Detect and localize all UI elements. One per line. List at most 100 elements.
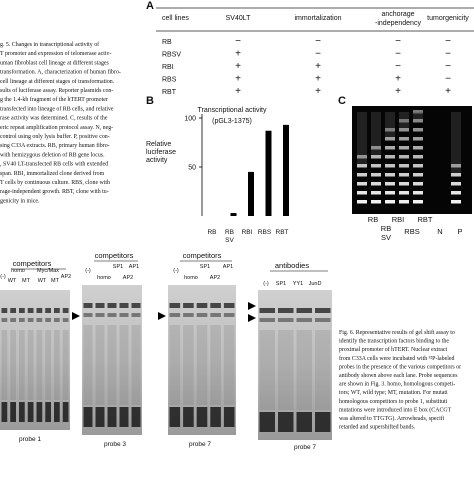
- x-tick-label: RBT: [276, 229, 289, 236]
- lane-label: N: [437, 227, 442, 236]
- gel-smear: [45, 330, 51, 400]
- lane-label: homo: [97, 275, 111, 281]
- gel-band: [54, 308, 60, 313]
- lane-label: SP1: [276, 281, 286, 287]
- gel-band: [371, 173, 381, 177]
- lane-label: MT: [51, 278, 60, 284]
- lane-label: YY1: [293, 281, 303, 287]
- caption-line: span. RBI, immortalized clone derived fr…: [0, 170, 105, 177]
- gel-band: [278, 412, 294, 432]
- gel-band: [62, 402, 69, 422]
- gel-band: [210, 303, 221, 308]
- caption-line: with hemizygous deletion of RB gene locu…: [0, 151, 105, 158]
- gel-smear: [259, 330, 275, 410]
- gel-band: [10, 402, 16, 422]
- gel-band: [210, 407, 221, 427]
- gel-band: [413, 119, 423, 123]
- gel-band: [315, 318, 331, 322]
- gel-smear: [36, 330, 43, 400]
- gel-smear: [278, 330, 294, 410]
- gel-band: [183, 407, 194, 427]
- table-header: cell lines: [162, 15, 189, 22]
- gel-band: [357, 182, 367, 186]
- table-header: tumorgenicity: [427, 15, 469, 22]
- lane-label: AP1: [129, 264, 139, 270]
- gel-band: [1, 308, 8, 313]
- panel-label: C: [338, 95, 346, 107]
- gel-band: [45, 318, 51, 322]
- lane-label: homo: [184, 275, 198, 281]
- panel-label: A: [146, 0, 154, 12]
- gel-band: [19, 308, 25, 313]
- caption-line: probes in the presence of the various co…: [339, 363, 461, 370]
- probe-label: probe 1: [19, 436, 41, 443]
- caption-line: rase activity was determined. C, results…: [0, 115, 108, 122]
- lane-label: RB SV: [381, 224, 391, 242]
- gel-band: [10, 308, 16, 313]
- table-header: immortalization: [294, 15, 341, 22]
- gel-band: [131, 303, 141, 308]
- caption-line: retarded and supershifted bands.: [339, 424, 416, 431]
- figure-caption: g. 5. Changes in transcriptional activit…: [0, 41, 121, 204]
- caption-line: genicity in mice.: [0, 198, 40, 204]
- gel-band: [357, 200, 367, 204]
- gel-smear: [451, 112, 461, 173]
- gel-band: [19, 402, 25, 422]
- gel-band: [259, 412, 275, 432]
- panel-heading: competitors: [13, 259, 52, 268]
- gel-band: [413, 110, 423, 114]
- row-label: RBSV: [162, 52, 181, 59]
- gel-band: [385, 200, 395, 204]
- gel-band: [399, 182, 409, 186]
- table-cell: +: [315, 74, 321, 85]
- gel-smear: [27, 330, 34, 400]
- lane-label: MT: [22, 278, 31, 284]
- x-tick-label: RBS: [258, 229, 272, 236]
- gel-band: [62, 318, 69, 322]
- gel-smear: [95, 325, 105, 405]
- gel-band: [357, 191, 367, 195]
- gel-band: [399, 128, 409, 132]
- gel-band: [385, 146, 395, 150]
- gel-band: [399, 146, 409, 150]
- y-axis-label: luciferase: [146, 149, 176, 156]
- caption-line: g the 1.4-kb fragment of the hTERT promo…: [0, 96, 108, 103]
- table-cell: −: [315, 36, 321, 47]
- gel-bands: [357, 110, 461, 204]
- caption-line: identify the transcription factors bindi…: [339, 338, 449, 345]
- gel-smear: [296, 330, 312, 410]
- gel-band: [27, 308, 34, 313]
- lane-label: AP2: [210, 275, 220, 281]
- row-label: RBS: [162, 77, 177, 84]
- gel-smear: [371, 112, 381, 155]
- gel-band: [210, 313, 221, 317]
- gel-band: [119, 407, 129, 427]
- table-cell: −: [445, 49, 451, 60]
- lane-label: AP2: [61, 274, 71, 280]
- lane-label: RBT: [418, 215, 433, 224]
- gel-band: [83, 313, 93, 317]
- gel-band: [357, 173, 367, 177]
- caption-line: g. 5. Changes in transcriptional activit…: [0, 41, 99, 48]
- gel-band: [399, 173, 409, 177]
- gel-band: [36, 308, 43, 313]
- lane-label: SP1: [200, 264, 210, 270]
- bar: [248, 171, 254, 216]
- gel-band: [413, 191, 423, 195]
- gel-band: [223, 407, 235, 427]
- gel-band: [413, 164, 423, 168]
- figure-caption: Fig. 6. Representative results of gel sh…: [339, 329, 461, 431]
- gel-band: [399, 155, 409, 159]
- gel-band: [451, 164, 461, 168]
- gel-smear: [385, 112, 395, 137]
- gel-band: [223, 313, 235, 317]
- y-axis-label: activity: [146, 157, 168, 164]
- table-cell: +: [235, 61, 241, 72]
- gel-band: [385, 155, 395, 159]
- gel-smear: [83, 325, 93, 405]
- gel-band: [107, 303, 117, 308]
- gel-band: [45, 308, 51, 313]
- gel-band: [296, 318, 312, 322]
